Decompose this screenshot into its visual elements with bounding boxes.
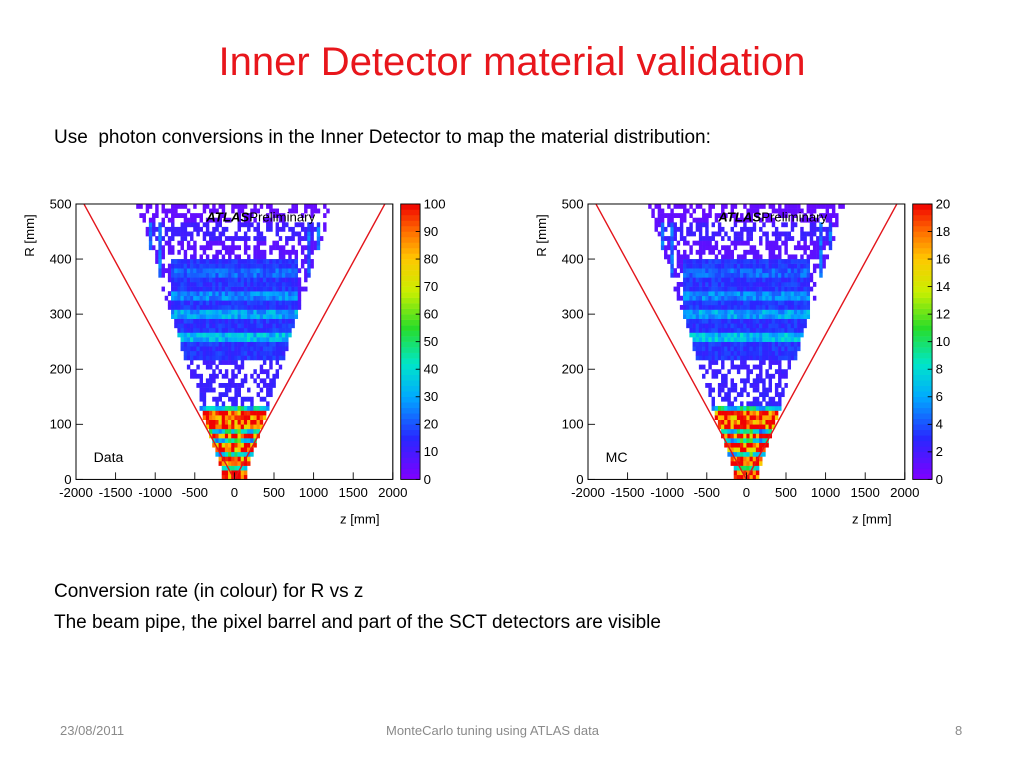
data-y-axis-label: R [mm]	[22, 214, 37, 257]
mc-colorbar-tick-label: 6	[936, 389, 943, 404]
footer-date: 23/08/2011	[60, 723, 125, 738]
mc-x-tick-label: 0	[743, 485, 750, 500]
data-colorbar-tick-label: 30	[424, 389, 439, 404]
data-heatmap-cells	[136, 203, 330, 480]
data-plot: -2000 -1500 -1000 -500 0 500 1000 1500 2000 0 100 2…	[10, 160, 450, 570]
data-atlas-banner: ATLASPreliminary	[205, 210, 315, 225]
mc-plot: -2000 -1500 -1000 -500 0 500 1000 1500 2000 0 100 2…	[522, 160, 962, 570]
mc-y-tick-label: 100	[562, 417, 584, 432]
data-colorbar-tick-label: 20	[424, 417, 439, 432]
mc-colorbar-tick-label: 10	[936, 334, 951, 349]
data-x-tick-label: -2000	[59, 485, 93, 500]
caption-line-1: Conversion rate (in colour) for R vs z	[54, 581, 364, 602]
data-colorbar-tick-label: 40	[424, 362, 439, 377]
mc-atlas-banner: ATLASPreliminary	[717, 210, 827, 225]
data-x-tick-label: 500	[263, 485, 285, 500]
data-colorbar-tick-label: 10	[424, 444, 439, 459]
mc-colorbar-tick-label: 18	[936, 224, 951, 239]
mc-colorbar-tick-label: 8	[936, 362, 943, 377]
mc-colorbar-tick-label: 20	[936, 196, 951, 211]
data-heatmap-chart: -2000 -1500 -1000 -500 0 500 1000 1500 200001002…	[22, 196, 446, 526]
intro-text: Use photon conversions in the Inner Dete…	[54, 127, 711, 148]
data-y-tick-label: 0	[64, 472, 71, 487]
mc-x-tick-label: 1000	[811, 485, 840, 500]
mc-x-tick-label: -500	[694, 485, 720, 500]
mc-x-tick-label: -1500	[611, 485, 645, 500]
data-colorbar-tick-label: 0	[424, 472, 431, 487]
data-y-tick-label: 500	[50, 196, 72, 211]
mc-y-axis-label: R [mm]	[534, 214, 549, 257]
data-colorbar-tick-label: 70	[424, 279, 439, 294]
data-x-tick-label: -500	[182, 485, 208, 500]
mc-y-tick-label: 300	[562, 307, 584, 322]
footer-page: 8	[955, 723, 963, 738]
mc-x-tick-label: -2000	[571, 485, 605, 500]
mc-x-tick-label: -1000	[650, 485, 684, 500]
mc-heatmap-cells	[648, 203, 845, 480]
data-guide-line-0	[83, 203, 236, 480]
data-y-tick-label: 300	[50, 307, 72, 322]
data-colorbar-tick-label: 50	[424, 334, 439, 349]
data-x-tick-label: 0	[231, 485, 238, 500]
data-y-tick-label: 200	[50, 362, 72, 377]
mc-guide-line-0	[595, 203, 748, 480]
data-x-tick-label: 1500	[339, 485, 368, 500]
mc-x-tick-label: 2000	[890, 485, 919, 500]
data-x-tick-label: -1500	[99, 485, 133, 500]
data-y-tick-label: 100	[50, 417, 72, 432]
slide-title: Inner Detector material validation	[218, 40, 806, 84]
mc-heatmap-chart: -2000 -1500 -1000 -500 0 500 1000 1500 200001002…	[534, 196, 951, 526]
data-y-tick-label: 400	[50, 251, 72, 266]
mc-colorbar: 0 2 4 6 8 10 12 14 16 18 20	[912, 196, 951, 487]
footer-center: MonteCarlo tuning using ATLAS data	[386, 723, 599, 738]
mc-colorbar-tick-label: 14	[936, 279, 951, 294]
mc-colorbar-tick-label: 16	[936, 251, 951, 266]
mc-colorbar-tick-label: 2	[936, 444, 943, 459]
mc-sample-label: MC	[606, 449, 628, 465]
mc-y-tick-label: 400	[562, 251, 584, 266]
data-colorbar-tick-label: 80	[424, 251, 439, 266]
data-x-axis-label: z [mm]	[340, 511, 380, 526]
mc-colorbar-tick-label: 12	[936, 307, 951, 322]
data-x-tick-label: 1000	[299, 485, 328, 500]
mc-y-tick-label: 0	[576, 472, 583, 487]
data-colorbar-tick-label: 60	[424, 307, 439, 322]
data-sample-label: Data	[94, 449, 124, 465]
mc-x-tick-label: 1500	[851, 485, 880, 500]
mc-guide-line-1	[745, 203, 898, 480]
data-colorbar: 0 10 20 30 40 50 60 70 80 90 100	[400, 196, 446, 487]
mc-y-tick-label: 500	[562, 196, 584, 211]
data-colorbar-tick-label: 90	[424, 224, 439, 239]
caption-line-2: The beam pipe, the pixel barrel and part…	[54, 612, 661, 633]
mc-y-tick-label: 200	[562, 362, 584, 377]
data-x-tick-label: -1000	[138, 485, 172, 500]
mc-colorbar-tick-label: 4	[936, 417, 943, 432]
mc-x-axis-label: z [mm]	[852, 511, 892, 526]
mc-colorbar-tick-label: 0	[936, 472, 943, 487]
mc-x-tick-label: 500	[775, 485, 797, 500]
data-guide-line-1	[233, 203, 386, 480]
data-colorbar-tick-label: 100	[424, 196, 446, 211]
data-x-tick-label: 2000	[378, 485, 407, 500]
